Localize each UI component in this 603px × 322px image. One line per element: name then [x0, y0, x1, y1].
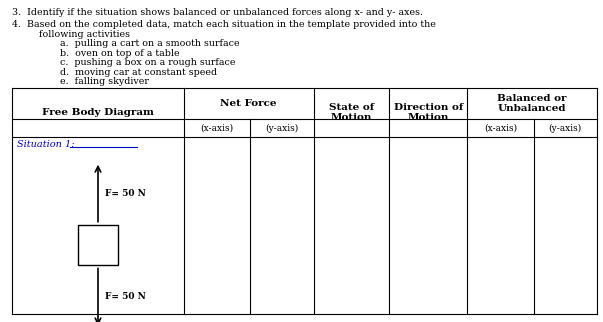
Text: Direction of
Motion: Direction of Motion — [394, 103, 463, 122]
Text: d.  moving car at constant speed: d. moving car at constant speed — [60, 68, 218, 77]
Text: (y-axis): (y-axis) — [265, 123, 298, 133]
Text: F= 50 N: F= 50 N — [105, 189, 146, 198]
Text: Free Body Diagram: Free Body Diagram — [42, 108, 154, 117]
Text: State of
Motion: State of Motion — [329, 103, 374, 122]
Text: c.  pushing a box on a rough surface: c. pushing a box on a rough surface — [60, 58, 236, 67]
Text: 4.  Based on the completed data, match each situation in the template provided i: 4. Based on the completed data, match ea… — [12, 20, 436, 29]
Bar — [78, 225, 118, 265]
Text: (x-axis): (x-axis) — [484, 124, 517, 133]
Text: following activities: following activities — [39, 30, 130, 39]
Text: e.  falling skydiver: e. falling skydiver — [60, 77, 149, 86]
Text: a.  pulling a cart on a smooth surface: a. pulling a cart on a smooth surface — [60, 39, 240, 48]
Text: (y-axis): (y-axis) — [549, 123, 582, 133]
Text: F= 50 N: F= 50 N — [105, 292, 146, 301]
Text: Situation 1:: Situation 1: — [17, 140, 74, 149]
Text: Balanced or
Unbalanced: Balanced or Unbalanced — [497, 94, 567, 113]
Text: Net Force: Net Force — [221, 99, 277, 108]
Text: b.  oven on top of a table: b. oven on top of a table — [60, 49, 180, 58]
Text: (x-axis): (x-axis) — [201, 124, 233, 133]
Text: 3.  Identify if the situation shows balanced or unbalanced forces along x- and y: 3. Identify if the situation shows balan… — [12, 8, 423, 17]
